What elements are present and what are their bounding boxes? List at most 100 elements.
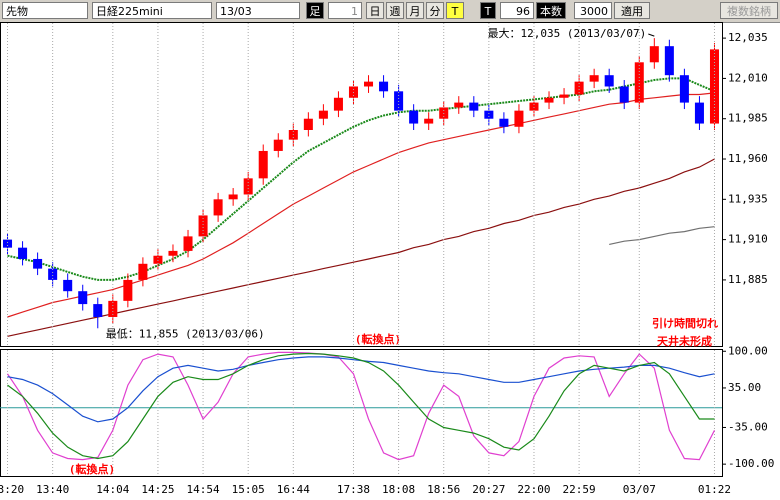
y-tick-label: 12,010 xyxy=(728,71,768,84)
x-tick-label: 18:56 xyxy=(427,483,460,496)
candle-body xyxy=(394,91,404,111)
candle-body xyxy=(574,81,584,95)
candle-body xyxy=(63,279,73,292)
toolbar: 先物 日経225mini 13/03 足 1 日 週 月 分 T T 96 本数… xyxy=(0,0,780,23)
turning-note: (転換点) xyxy=(355,332,401,346)
x-tick-label: 14:04 xyxy=(96,483,129,496)
candle-body xyxy=(529,102,539,111)
line-series xyxy=(7,352,715,460)
candle-body xyxy=(48,268,58,280)
count-input[interactable]: 1 xyxy=(328,2,362,19)
candle-body xyxy=(499,118,509,127)
candle-body xyxy=(153,255,163,264)
x-tick-label: 20:27 xyxy=(472,483,505,496)
line-series xyxy=(7,77,715,281)
candle-body xyxy=(243,178,253,195)
bars-label: 本数 xyxy=(536,2,566,19)
candle-body xyxy=(168,250,178,256)
candle-body xyxy=(318,110,328,119)
candle-body xyxy=(183,236,193,251)
candle-body xyxy=(694,102,704,124)
candle-body xyxy=(484,110,494,119)
x-tick-label: 03/07 xyxy=(623,483,656,496)
y-tick-label: 35.00 xyxy=(728,381,761,394)
line-series xyxy=(609,226,715,245)
candle-body xyxy=(604,75,614,87)
line-series xyxy=(7,356,715,423)
candle-body xyxy=(18,247,28,259)
candle-body xyxy=(679,75,689,103)
market-select[interactable]: 先物 xyxy=(2,2,88,19)
candle-body xyxy=(664,46,674,76)
week-button[interactable]: 週 xyxy=(386,2,404,19)
y-tick-label: 100.00 xyxy=(728,344,768,357)
minute-button[interactable]: 分 xyxy=(426,2,444,19)
candle-body xyxy=(273,139,283,151)
candle-body xyxy=(364,81,374,87)
plot-frame xyxy=(0,22,723,347)
multi-button[interactable]: 複数銘柄 xyxy=(720,2,778,19)
min-annotation: 最低：11,855 (2013/03/06) xyxy=(106,327,265,340)
y-tick-label: 11,960 xyxy=(728,152,768,165)
max-annotation: 最大：12,035 (2013/03/07) xyxy=(487,26,646,40)
turning-note: (転換点) xyxy=(69,462,115,476)
y-tick-label: -100.00 xyxy=(728,457,774,470)
x-tick-label: 22:00 xyxy=(517,483,550,496)
x-tick-label: 22:59 xyxy=(563,483,596,496)
line-series xyxy=(7,92,715,318)
x-tick-label: 17:38 xyxy=(337,483,370,496)
candle-body xyxy=(93,304,103,317)
candle-body xyxy=(213,199,223,216)
candle-body xyxy=(634,62,644,103)
candle-body xyxy=(409,110,419,124)
contract-select[interactable]: 13/03 xyxy=(216,2,300,19)
candle-body xyxy=(228,194,238,200)
chart: 12,035 12,010 11,985 11,960 11,935 11,910 11,8… xyxy=(0,22,774,496)
total-input[interactable]: 3000 xyxy=(574,2,612,19)
candle-body xyxy=(544,97,554,103)
candle-body xyxy=(424,118,434,124)
x-tick-label: 16:44 xyxy=(277,483,310,496)
candle-body xyxy=(138,263,148,280)
candle-body xyxy=(303,118,313,130)
candle-body xyxy=(78,291,88,305)
x-tick-label: 14:25 xyxy=(141,483,174,496)
month-button[interactable]: 月 xyxy=(406,2,424,19)
line-series xyxy=(7,351,716,461)
candle-body xyxy=(3,239,13,248)
x-tick-label: 14:54 xyxy=(187,483,220,496)
candle-body xyxy=(649,46,659,63)
plot-frame xyxy=(0,349,723,477)
symbol-select[interactable]: 日経225mini xyxy=(92,2,212,19)
y-tick-label: 11,935 xyxy=(728,192,768,205)
close-note: 引け時間切れ xyxy=(652,316,718,330)
close-note: 天井未形成 xyxy=(657,334,712,348)
line-series xyxy=(7,158,715,337)
y-tick-label: -35.00 xyxy=(728,420,768,433)
candle-body xyxy=(454,102,464,108)
candle-body xyxy=(333,97,343,111)
y-tick-label: 11,985 xyxy=(728,112,768,125)
x-tick-label: 18:08 xyxy=(382,483,415,496)
candle-body xyxy=(469,102,479,111)
bars-input[interactable]: 96 xyxy=(500,2,534,19)
candle-body xyxy=(123,279,133,301)
tick-label: T xyxy=(480,2,496,19)
candle-body xyxy=(559,94,569,98)
candle-body xyxy=(589,75,599,82)
day-button[interactable]: 日 xyxy=(366,2,384,19)
x-tick-label: 15:05 xyxy=(232,483,265,496)
candle-body xyxy=(619,86,629,103)
x-tick-label: 13:40 xyxy=(36,483,69,496)
y-tick-label: 11,910 xyxy=(728,233,768,246)
y-tick-label: 11,885 xyxy=(728,273,768,286)
x-tick-label: 13:20 xyxy=(0,483,24,496)
tick-button[interactable]: T xyxy=(446,2,464,19)
max-arrow xyxy=(648,33,655,37)
candle-body xyxy=(379,81,389,92)
candle-body xyxy=(514,110,524,127)
candle-body xyxy=(198,215,208,237)
y-tick-label: 12,035 xyxy=(728,31,768,44)
apply-button[interactable]: 適用 xyxy=(614,2,650,19)
x-tick-label: 01:22 xyxy=(698,483,731,496)
